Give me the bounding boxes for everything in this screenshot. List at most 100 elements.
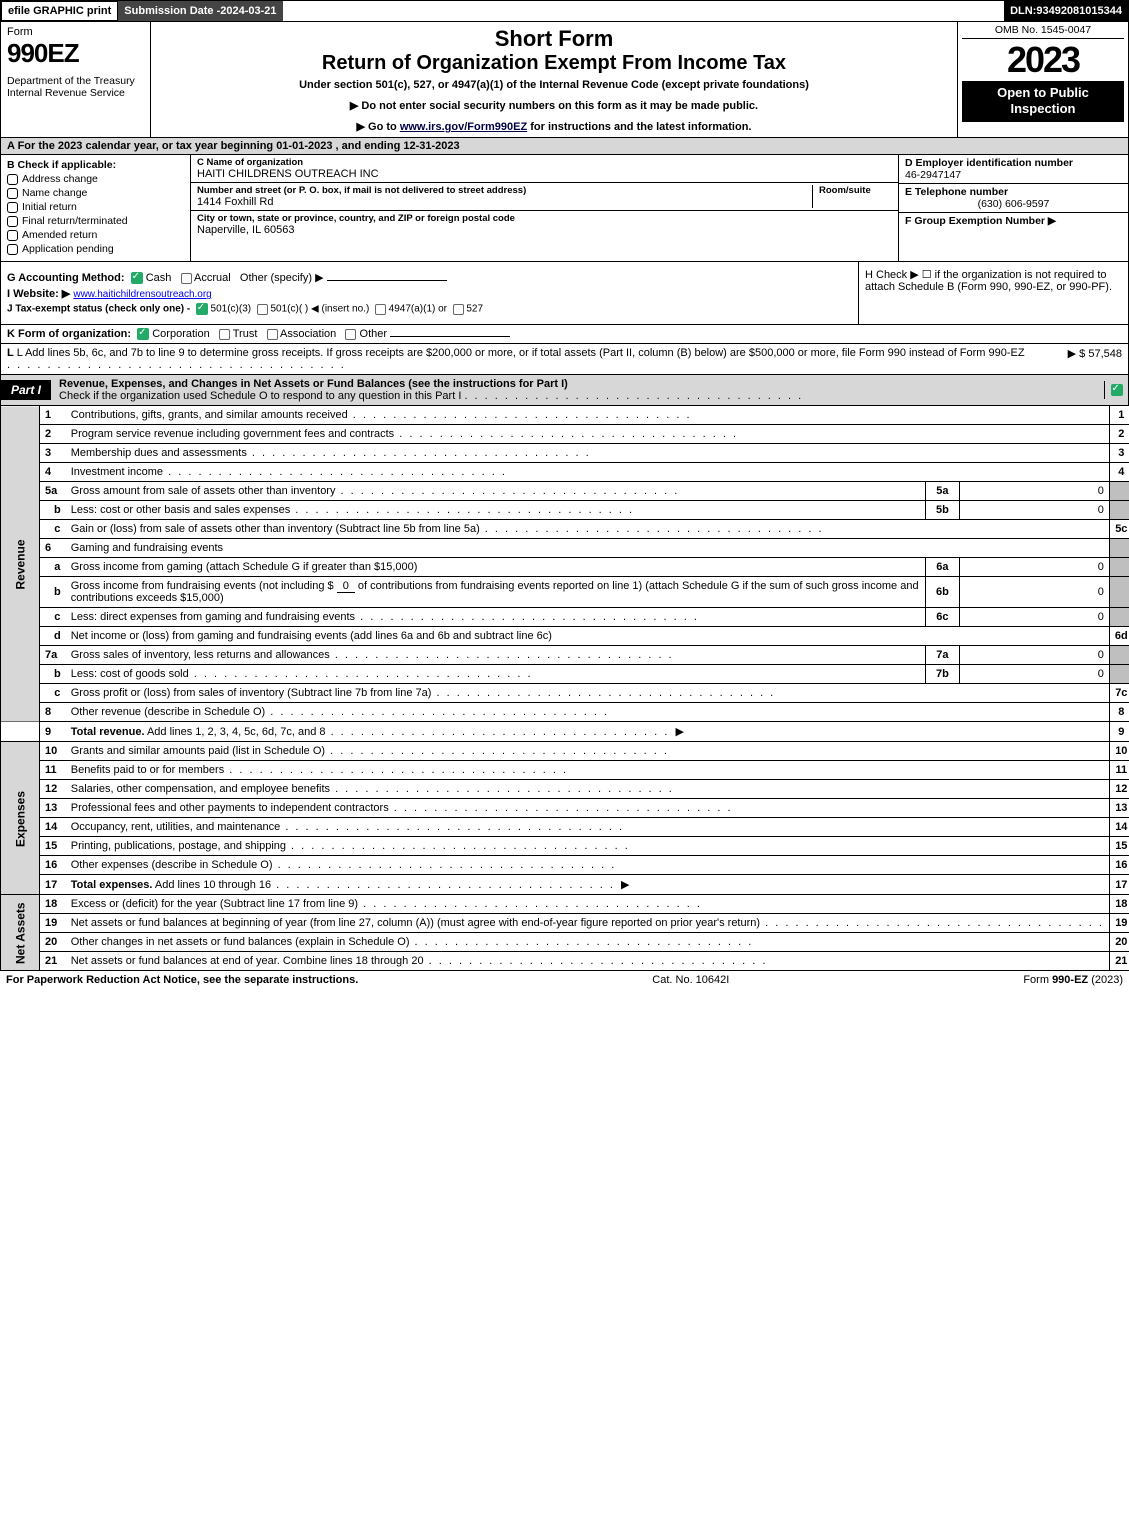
chk-association[interactable] (267, 329, 278, 340)
col-c-org-info: C Name of organization HAITI CHILDRENS O… (191, 155, 898, 261)
chk-other[interactable] (345, 329, 356, 340)
j-tax-exempt: J Tax-exempt status (check only one) - 5… (7, 303, 852, 315)
chk-501c[interactable] (257, 304, 268, 315)
part1-schedule-o-check[interactable] (1104, 381, 1128, 399)
line-text: Net assets or fund balances at end of ye… (71, 955, 768, 967)
submission-date-label: Submission Date - (124, 5, 220, 17)
form-label: Form (7, 26, 144, 38)
table-row: b Gross income from fundraising events (… (1, 577, 1129, 608)
line-rnum: 16 (1109, 856, 1129, 875)
line-desc: Benefits paid to or for members (66, 761, 1110, 780)
table-row: b Less: cost of goods sold 7b 0 (1, 665, 1129, 684)
g-label: G Accounting Method: (7, 272, 125, 284)
g-other-input[interactable] (327, 280, 447, 281)
footer-right: Form 990-EZ (2023) (1023, 974, 1123, 986)
line-text: Printing, publications, postage, and shi… (71, 840, 630, 852)
table-row: 11 Benefits paid to or for members 11 0 (1, 761, 1129, 780)
table-row: 2 Program service revenue including gove… (1, 425, 1129, 444)
i-website: I Website: ▶ www.haitichildrensoutreach.… (7, 287, 852, 300)
line-rnum: 9 (1109, 722, 1129, 742)
line-text: Gross amount from sale of assets other t… (71, 485, 680, 497)
line-text: Gain or (loss) from sale of assets other… (71, 523, 824, 535)
line-desc: Printing, publications, postage, and shi… (66, 837, 1110, 856)
inner-value: 0 (959, 501, 1109, 520)
k-other-input[interactable] (390, 336, 510, 337)
line-desc: Program service revenue including govern… (66, 425, 1110, 444)
footer-form-post: (2023) (1091, 974, 1123, 986)
d-ein: D Employer identification number 46-2947… (899, 155, 1128, 184)
table-row: 15 Printing, publications, postage, and … (1, 837, 1129, 856)
g-accrual: Accrual (194, 272, 231, 284)
inner-label: 5a (925, 482, 959, 501)
chk-corporation-checked-icon[interactable] (137, 328, 149, 340)
b-header: B Check if applicable: (7, 159, 184, 171)
chk-final-return[interactable]: Final return/terminated (7, 215, 184, 227)
topbar: efile GRAPHIC print Submission Date - 20… (0, 0, 1129, 22)
table-row: c Gross profit or (loss) from sales of i… (1, 684, 1129, 703)
chk-name-change[interactable]: Name change (7, 187, 184, 199)
line-desc: Gross income from fundraising events (no… (66, 577, 926, 608)
g-other: Other (specify) ▶ (240, 272, 324, 284)
table-row: 14 Occupancy, rent, utilities, and maint… (1, 818, 1129, 837)
line-rnum: 18 (1109, 895, 1129, 914)
line-num: 8 (40, 703, 66, 722)
c-addr-value: 1414 Foxhill Rd (197, 196, 812, 208)
website-link[interactable]: www.haitichildrensoutreach.org (73, 289, 211, 300)
inner-value: 0 (959, 577, 1109, 608)
line-num: 19 (40, 914, 66, 933)
grey-cell (1109, 646, 1129, 665)
submission-date-value: 2024-03-21 (220, 5, 276, 17)
part1-tag: Part I (1, 380, 51, 400)
header-right: OMB No. 1545-0047 2023 Open to Public In… (958, 22, 1128, 137)
table-row: 5a Gross amount from sale of assets othe… (1, 482, 1129, 501)
line-text: Less: direct expenses from gaming and fu… (71, 611, 699, 623)
sidelabel-expenses: Expenses (1, 742, 40, 895)
dln-label: DLN: (1010, 5, 1036, 17)
d-value: 46-2947147 (905, 169, 1122, 181)
line-desc: Net assets or fund balances at end of ye… (66, 952, 1110, 971)
row-a-tax-year: A For the 2023 calendar year, or tax yea… (0, 138, 1129, 155)
sidelabel-net-assets: Net Assets (1, 895, 40, 971)
chk-4947[interactable] (375, 304, 386, 315)
line-num: c (40, 684, 66, 703)
grey-cell (1109, 539, 1129, 558)
grey-cell (1109, 665, 1129, 684)
chk-cash-checked-icon[interactable] (131, 272, 143, 284)
line-desc: Gain or (loss) from sale of assets other… (66, 520, 1110, 539)
line-num: 11 (40, 761, 66, 780)
note-goto-irs: ▶ Go to www.irs.gov/Form990EZ for instru… (159, 120, 949, 133)
c-name-value: HAITI CHILDRENS OUTREACH INC (197, 168, 892, 180)
chk-trust[interactable] (219, 329, 230, 340)
efile-print-button[interactable]: efile GRAPHIC print (1, 1, 118, 21)
chk-address-change[interactable]: Address change (7, 173, 184, 185)
checkbox-icon (7, 216, 18, 227)
chk-application-pending[interactable]: Application pending (7, 243, 184, 255)
grey-cell (1109, 482, 1129, 501)
line-text: Gross income from gaming (attach Schedul… (71, 561, 418, 573)
chk-accrual[interactable] (181, 273, 192, 284)
line-rnum: 14 (1109, 818, 1129, 837)
table-row: a Gross income from gaming (attach Sched… (1, 558, 1129, 577)
grey-cell (1109, 608, 1129, 627)
chk-amended-return[interactable]: Amended return (7, 229, 184, 241)
table-row: d Net income or (loss) from gaming and f… (1, 627, 1129, 646)
form-header: Form 990EZ Department of the Treasury In… (0, 22, 1129, 138)
chk-527[interactable] (453, 304, 464, 315)
chk-initial-return[interactable]: Initial return (7, 201, 184, 213)
line-num: b (40, 577, 66, 608)
table-row: 16 Other expenses (describe in Schedule … (1, 856, 1129, 875)
inner-value: 0 (959, 558, 1109, 577)
j-opt4: 527 (466, 304, 483, 315)
form-page: efile GRAPHIC print Submission Date - 20… (0, 0, 1129, 989)
line-desc: Net income or (loss) from gaming and fun… (66, 627, 1110, 646)
omb-number: OMB No. 1545-0047 (962, 24, 1124, 39)
chk-501c3-checked-icon[interactable] (196, 303, 208, 315)
irs-link[interactable]: www.irs.gov/Form990EZ (400, 121, 527, 133)
chk-label: Final return/terminated (22, 215, 128, 227)
note-no-ssn: ▶ Do not enter social security numbers o… (159, 99, 949, 112)
line-desc: Gross sales of inventory, less returns a… (66, 646, 926, 665)
line-text: Contributions, gifts, grants, and simila… (71, 409, 692, 421)
line-desc: Investment income (66, 463, 1110, 482)
line-desc: Less: direct expenses from gaming and fu… (66, 608, 926, 627)
line-num: 15 (40, 837, 66, 856)
